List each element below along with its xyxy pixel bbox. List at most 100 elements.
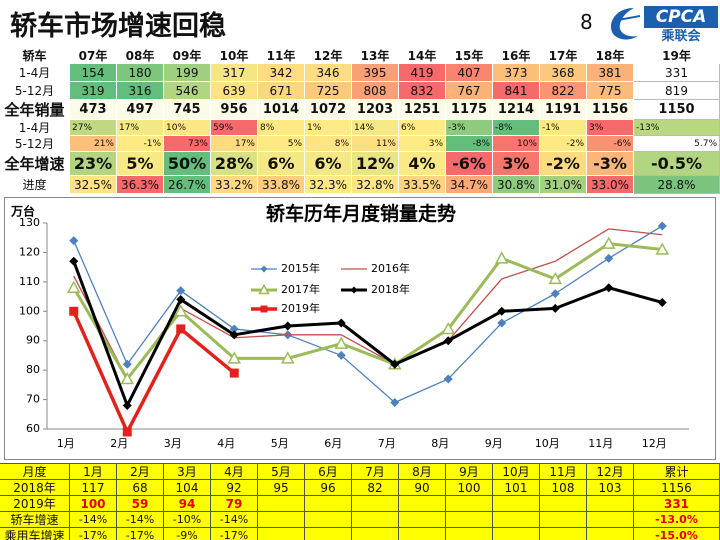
logo-mark <box>610 8 641 40</box>
x-tick-label: 7月 <box>378 437 396 450</box>
y-tick-label: 100 <box>19 304 40 317</box>
logo-text: CPCA <box>644 6 718 28</box>
table-cell: -10% <box>164 512 211 528</box>
table-cell <box>587 496 634 512</box>
table-cell: 17% <box>117 120 164 136</box>
table-cell: 30.8% <box>493 176 540 194</box>
table-cell: 108 <box>540 480 587 496</box>
column-header: 13年 <box>352 47 399 64</box>
table-cell: 1156 <box>587 100 634 120</box>
column-header: 11月 <box>540 464 587 480</box>
table-cell: -14% <box>117 512 164 528</box>
row-label: 1-4月 <box>0 120 70 136</box>
point-marker <box>550 303 560 313</box>
table-cell: 100 <box>446 480 493 496</box>
point-marker <box>604 283 614 293</box>
x-tick-label: 12月 <box>642 437 667 450</box>
table-cell: 395 <box>352 64 399 82</box>
table-cell: 101 <box>493 480 540 496</box>
table-cell: 10% <box>164 120 211 136</box>
column-header: 17年 <box>540 47 587 64</box>
legend-label: 2015年 <box>281 261 320 275</box>
table-cell: 73% <box>164 136 211 152</box>
table-cell: 841 <box>493 82 540 100</box>
column-header: 09年 <box>164 47 211 64</box>
point-marker <box>66 280 81 293</box>
table-cell: 34.7% <box>446 176 493 194</box>
table-cell: 96 <box>305 480 352 496</box>
table-cell: 94 <box>164 496 211 512</box>
column-header: 轿车 <box>0 47 70 64</box>
table-cell: -13% <box>634 120 720 136</box>
point-marker <box>497 318 507 328</box>
table-cell: 745 <box>164 100 211 120</box>
row-label: 5-12月 <box>0 82 70 100</box>
column-header: 6月 <box>305 464 352 480</box>
table-cell: 1% <box>305 120 352 136</box>
table-cell: 331 <box>634 64 720 82</box>
x-tick-label: 1月 <box>57 437 75 450</box>
column-header: 14年 <box>399 47 446 64</box>
y-tick-label: 80 <box>26 363 40 376</box>
table-cell: -15.0% <box>634 528 720 540</box>
x-tick-label: 4月 <box>217 437 235 450</box>
y-axis-label: 万台 <box>10 204 35 219</box>
table-cell: 11% <box>352 136 399 152</box>
y-tick-label: 130 <box>19 216 40 229</box>
table-cell: 8% <box>305 136 352 152</box>
table-cell: 1251 <box>399 100 446 120</box>
table-cell: 31.0% <box>540 176 587 194</box>
table-cell: -1% <box>117 136 164 152</box>
table-cell <box>399 496 446 512</box>
table-cell <box>352 512 399 528</box>
table-cell: 373 <box>493 64 540 82</box>
table-cell: 92 <box>211 480 258 496</box>
table-cell: 154 <box>70 64 117 82</box>
table-cell: 6% <box>399 120 446 136</box>
point-marker <box>494 251 509 264</box>
column-header: 8月 <box>399 464 446 480</box>
table-cell: 808 <box>352 82 399 100</box>
table-cell <box>587 512 634 528</box>
point-marker <box>229 330 239 340</box>
point-marker <box>443 336 453 346</box>
table-cell <box>352 528 399 540</box>
point-marker <box>604 253 614 263</box>
table-cell: 8% <box>258 120 305 136</box>
table-cell: 59% <box>211 120 258 136</box>
point-marker <box>280 351 295 364</box>
table-cell <box>540 496 587 512</box>
table-cell: 33.8% <box>258 176 305 194</box>
table-cell: 3% <box>587 120 634 136</box>
legend-label: 2018年 <box>371 282 410 296</box>
point-marker <box>176 295 186 305</box>
table-cell: 104 <box>164 480 211 496</box>
column-header: 2月 <box>117 464 164 480</box>
x-tick-label: 2月 <box>110 437 128 450</box>
table-cell <box>399 528 446 540</box>
table-cell: 5.7% <box>634 136 720 152</box>
y-tick-label: 90 <box>26 334 40 347</box>
table-cell: -8% <box>493 120 540 136</box>
table-cell <box>493 512 540 528</box>
table-cell: 6% <box>258 152 305 176</box>
table-cell <box>258 528 305 540</box>
table-cell: -17% <box>117 528 164 540</box>
chart-title: 轿车历年月度销量走势 <box>266 202 456 225</box>
table-cell <box>540 512 587 528</box>
table-cell <box>446 496 493 512</box>
column-header: 累计 <box>634 464 720 480</box>
column-header: 12年 <box>305 47 352 64</box>
table-cell <box>305 512 352 528</box>
point-marker <box>69 236 79 246</box>
point-marker <box>69 306 79 316</box>
table-cell: 956 <box>211 100 258 120</box>
table-cell: 14% <box>352 120 399 136</box>
table-cell: 32.5% <box>70 176 117 194</box>
table-cell: 5% <box>258 136 305 152</box>
series-line <box>72 260 663 407</box>
slide-title: 轿车市场增速回稳 <box>10 11 226 42</box>
table-cell: 546 <box>164 82 211 100</box>
point-marker <box>122 427 132 437</box>
